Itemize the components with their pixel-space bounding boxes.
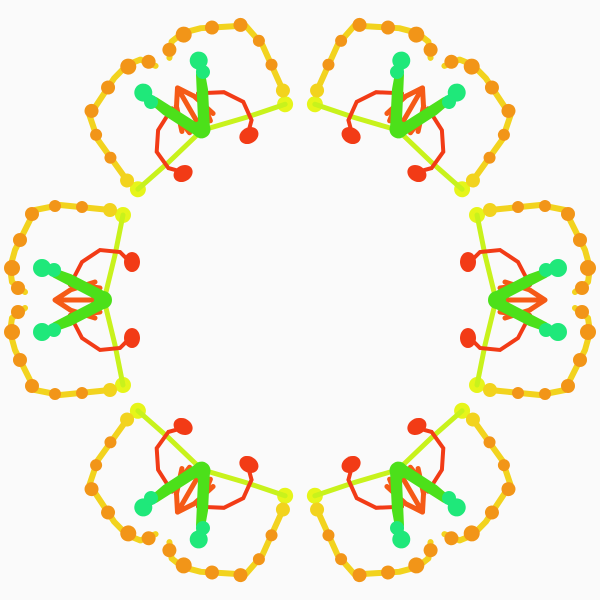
motif-instance: [293, 389, 534, 600]
motif-instance: [65, 0, 306, 211]
motif-instance: [460, 200, 596, 400]
motif-instance: [293, 0, 534, 211]
motif-ring: [4, 0, 596, 600]
motif-instance: [65, 389, 306, 600]
motif-instance: [4, 200, 140, 400]
